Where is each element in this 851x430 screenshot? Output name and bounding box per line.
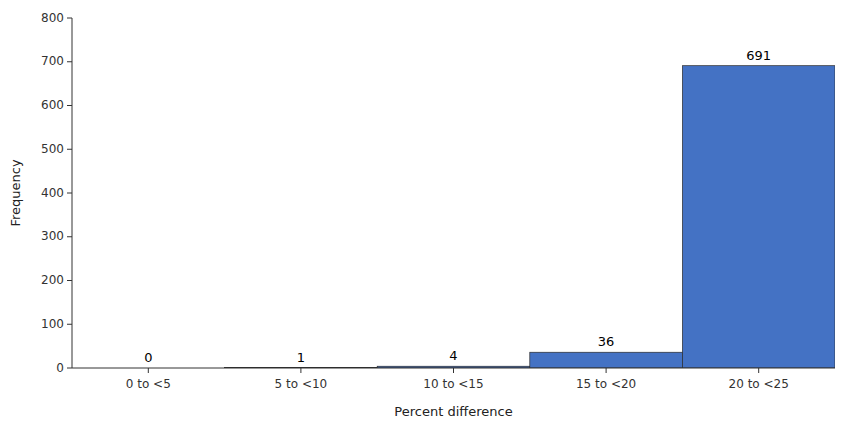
y-tick bbox=[67, 193, 72, 194]
y-tick-label: 400 bbox=[41, 186, 64, 200]
data-label: 691 bbox=[746, 48, 771, 63]
x-tick bbox=[148, 368, 149, 373]
data-label: 4 bbox=[449, 348, 457, 363]
y-tick-label: 700 bbox=[41, 54, 64, 68]
y-tick bbox=[67, 236, 72, 237]
x-tick-label: 5 to <10 bbox=[275, 377, 328, 391]
y-tick bbox=[67, 280, 72, 281]
y-tick-label: 100 bbox=[41, 317, 64, 331]
y-tick bbox=[67, 324, 72, 325]
x-tick-label: 10 to <15 bbox=[423, 377, 483, 391]
y-axis-label: Frequency bbox=[8, 159, 23, 226]
x-tick-label: 0 to <5 bbox=[126, 377, 171, 391]
x-tick bbox=[300, 368, 301, 373]
chart-svg: 0 100 200 300 400 500 600 700 800 0 to <5 5 to <10… bbox=[0, 0, 851, 430]
y-tick-label: 500 bbox=[41, 142, 64, 156]
y-tick bbox=[67, 368, 72, 369]
x-axis-label: Percent difference bbox=[394, 404, 512, 419]
bars bbox=[225, 66, 835, 368]
x-tick bbox=[758, 368, 759, 373]
x-tick-label: 20 to <25 bbox=[729, 377, 789, 391]
data-label: 36 bbox=[598, 334, 615, 349]
chart-container: 0 100 200 300 400 500 600 700 800 0 to <5 5 to <10… bbox=[0, 0, 851, 430]
bar bbox=[530, 352, 683, 368]
y-tick-label: 0 bbox=[56, 361, 64, 375]
y-tick-label: 600 bbox=[41, 98, 64, 112]
x-tick bbox=[453, 368, 454, 373]
x-tick-label: 15 to <20 bbox=[576, 377, 636, 391]
y-tick-label: 200 bbox=[41, 273, 64, 287]
data-label: 0 bbox=[144, 350, 152, 365]
y-tick-label: 300 bbox=[41, 229, 64, 243]
data-label: 1 bbox=[297, 350, 305, 365]
y-tick-label: 800 bbox=[41, 11, 64, 25]
y-tick bbox=[67, 149, 72, 150]
x-tick bbox=[606, 368, 607, 373]
y-tick bbox=[67, 18, 72, 19]
bar bbox=[682, 66, 835, 368]
y-tick bbox=[67, 105, 72, 106]
y-tick bbox=[67, 61, 72, 62]
